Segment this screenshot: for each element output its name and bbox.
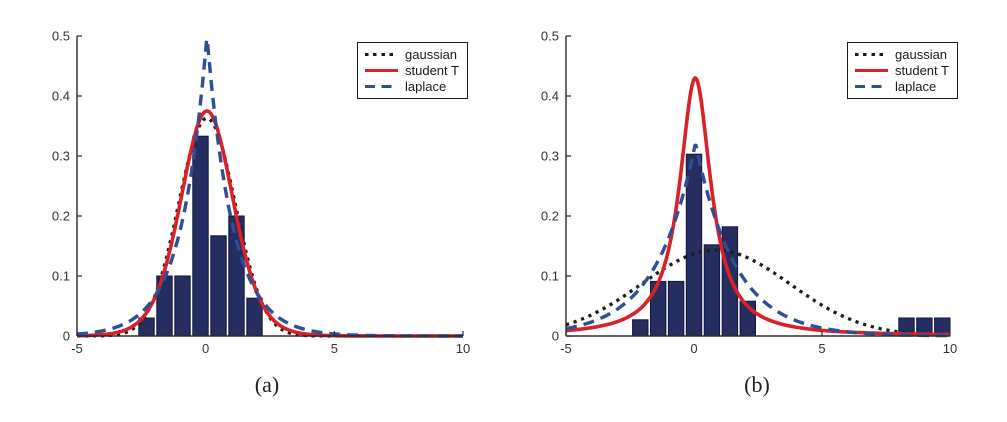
x-tick-label: 5	[818, 341, 825, 356]
gaussian-curve	[76, 116, 464, 338]
gaussian-curve	[565, 248, 951, 338]
gaussian-dotted-line-icon	[855, 52, 888, 57]
y-tick-label: 0.3	[541, 149, 559, 164]
laplace-dashed-line-icon	[855, 84, 888, 89]
y-tick-label: 0.5	[541, 29, 559, 44]
y-tick-label: 0.1	[541, 269, 559, 284]
legend-entry-student-t: student T	[365, 64, 459, 77]
histogram-bar	[632, 319, 649, 337]
y-tick-label: 0	[63, 329, 70, 344]
x-tick-label: -5	[560, 341, 572, 356]
histogram-bar	[685, 153, 703, 337]
legend-entry-student-t: student T	[855, 64, 949, 77]
student-t-solid-line-icon	[855, 68, 888, 73]
laplace-dashed-line-icon	[365, 84, 398, 89]
legend-b: gaussian student T laplace	[847, 42, 958, 99]
subplot-a: 00.10.20.30.40.5-5 0 5 10	[52, 29, 470, 357]
legend-label-gaussian: gaussian	[405, 47, 458, 62]
x-tick-label: -5	[71, 341, 83, 356]
y-tick-label: 0.3	[52, 149, 70, 164]
student-t-curve	[76, 109, 464, 338]
histogram-bar	[246, 297, 263, 337]
histogram-bar	[174, 275, 191, 337]
laplace-curve	[76, 37, 464, 338]
legend-entry-gaussian: gaussian	[855, 48, 949, 61]
legend-entry-laplace: laplace	[365, 80, 459, 93]
y-tick-label: 0.5	[52, 29, 70, 44]
histogram-bar	[703, 244, 721, 337]
x-tick-label: 10	[943, 341, 957, 356]
legend-label-student-t: student T	[405, 63, 459, 78]
legend-entry-laplace: laplace	[855, 80, 949, 93]
gaussian-dotted-line-icon	[365, 52, 398, 57]
legend-label-gaussian: gaussian	[895, 47, 948, 62]
y-tick-label: 0.4	[52, 89, 70, 104]
y-tick-label: 0.2	[541, 209, 559, 224]
subplot-b: 00.10.20.30.40.5-5 0 5 10	[541, 29, 957, 357]
y-tick-label: 0.2	[52, 209, 70, 224]
histogram-bar	[667, 280, 685, 337]
legend-entry-gaussian: gaussian	[365, 48, 459, 61]
x-tick-label: 0	[690, 341, 697, 356]
legend-label-laplace: laplace	[405, 79, 447, 94]
caption-a: (a)	[254, 372, 280, 397]
legend-a: gaussian student T laplace	[357, 42, 468, 99]
x-tick-label: 5	[331, 341, 338, 356]
y-tick-label: 0.4	[541, 89, 559, 104]
histogram-bar	[210, 235, 227, 337]
y-tick-label: 0	[552, 329, 559, 344]
student-t-solid-line-icon	[365, 68, 398, 73]
laplace-curve	[565, 143, 951, 338]
y-tick-label: 0.1	[52, 269, 70, 284]
x-tick-label: 10	[456, 341, 470, 356]
histogram-bar	[192, 135, 209, 337]
x-tick-label: 0	[202, 341, 209, 356]
caption-b: (b)	[744, 372, 770, 397]
legend-label-student-t: student T	[895, 63, 949, 78]
legend-label-laplace: laplace	[895, 79, 937, 94]
